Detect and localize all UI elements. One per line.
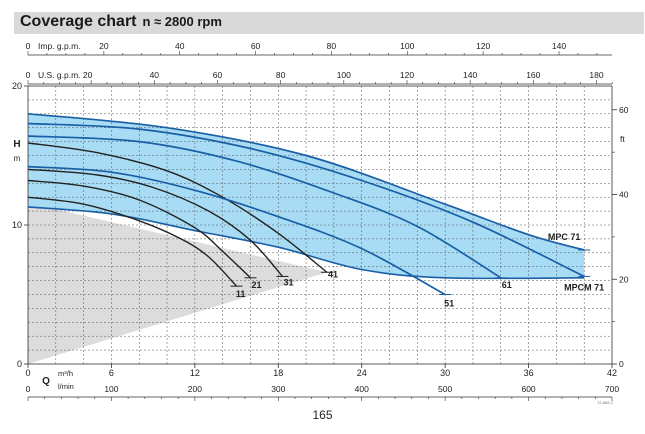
series-line (27, 112, 585, 251)
series-line (27, 122, 585, 278)
x-tick-label: 18 (273, 368, 283, 378)
ft-tick-label: 60 (619, 105, 629, 115)
ft-tick-label: 40 (619, 190, 629, 200)
us-tick-label: 60 (213, 70, 223, 80)
lmin-tick-label: 300 (271, 384, 285, 394)
lmin-tick-label: 0 (26, 384, 31, 394)
chart-title: Coverage chart n ≈ 2800 rpm (20, 13, 222, 31)
x-tick-label: 24 (357, 368, 367, 378)
y-tick-label: 20 (12, 81, 22, 91)
series-line (27, 135, 502, 279)
x-unit-lmin: l/min (58, 382, 74, 391)
series-label: 21 (251, 280, 261, 290)
imp-tick-label: 140 (552, 41, 566, 51)
x-tick-label: 42 (607, 368, 617, 378)
imp-tick-label: 0 (26, 41, 31, 51)
x-tick-label: 0 (25, 368, 30, 378)
page-number: 165 (312, 408, 333, 422)
lmin-tick-label: 400 (355, 384, 369, 394)
series-label: 31 (283, 277, 293, 287)
chart-subtitle: n ≈ 2800 rpm (142, 14, 222, 29)
series-label: MPCM 71 (564, 282, 604, 292)
series-label: 51 (444, 299, 454, 309)
lmin-tick-label: 600 (521, 384, 535, 394)
us-axis-label: U.S. g.p.m. 20 (38, 70, 93, 80)
drawing-code: 72-868.2 (597, 400, 613, 405)
series-line (27, 196, 238, 287)
imp-tick-label: 80 (327, 41, 337, 51)
imp-tick-label: 40 (175, 41, 185, 51)
x-tick-label: 12 (190, 368, 200, 378)
series-label: 11 (236, 289, 246, 299)
y-tick-label: 0 (17, 359, 22, 369)
x-axis-label: Q (42, 376, 50, 387)
us-tick-label: 140 (463, 70, 477, 80)
series-label: 61 (502, 280, 512, 290)
chart-title-bar: Coverage chart n ≈ 2800 rpm (14, 12, 644, 34)
x-tick-label: 30 (440, 368, 450, 378)
ft-axis-label: ft (620, 134, 625, 144)
series-line (27, 142, 328, 273)
x-tick-label: 6 (109, 368, 114, 378)
chart-title-text: Coverage chart (20, 13, 137, 30)
coverage-lower-edge (27, 206, 585, 280)
y-axis-unit: m (14, 154, 21, 163)
y-tick-label: 10 (12, 220, 22, 230)
series-line (27, 168, 284, 277)
us-tick-label: 120 (400, 70, 414, 80)
us-tick-label: 100 (337, 70, 351, 80)
imp-tick-label: 120 (476, 41, 490, 51)
shaded-region (28, 202, 327, 364)
us-tick-label: 180 (589, 70, 603, 80)
ft-tick-label: 20 (619, 274, 629, 284)
lmin-tick-label: 200 (188, 384, 202, 394)
imp-tick-label: 20 (99, 41, 109, 51)
lmin-tick-label: 500 (438, 384, 452, 394)
lmin-tick-label: 700 (605, 384, 619, 394)
x-tick-label: 36 (524, 368, 534, 378)
us-tick-label: 80 (276, 70, 286, 80)
imp-tick-label: 60 (251, 41, 261, 51)
series-line (27, 179, 251, 279)
y-axis-label: H (13, 139, 20, 150)
ft-tick-label: 0 (619, 359, 624, 369)
series-label: 41 (328, 269, 338, 279)
us-tick-label: 40 (150, 70, 160, 80)
series-line (27, 165, 446, 296)
imp-tick-label: 100 (400, 41, 414, 51)
us-tick-label: 0 (26, 70, 31, 80)
lmin-tick-label: 100 (104, 384, 118, 394)
series-label: MPC 71 (548, 232, 581, 242)
x-unit-m3h: m³/h (58, 369, 73, 378)
imp-axis-label: Imp. g.p.m. (38, 41, 81, 51)
us-tick-label: 160 (526, 70, 540, 80)
